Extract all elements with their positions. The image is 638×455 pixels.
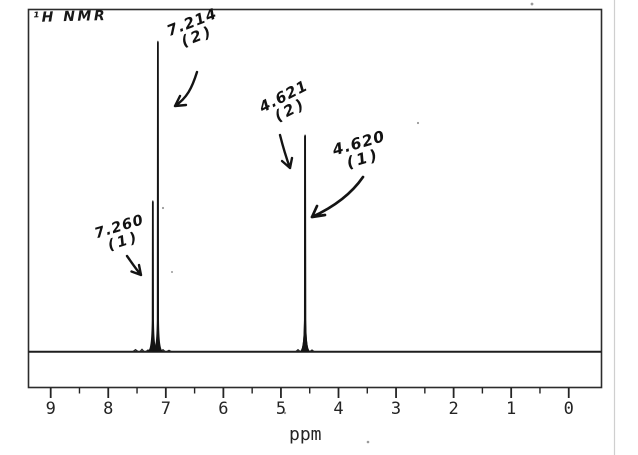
x-axis-tick-label: 6 bbox=[218, 399, 229, 419]
x-axis-unit-label: ppm bbox=[289, 424, 322, 445]
axis-ticks bbox=[49, 387, 570, 398]
spectrum-peak-7.260 bbox=[147, 200, 159, 352]
spectrum-title: ¹H NMR bbox=[32, 8, 108, 26]
x-axis-tick-label: 4 bbox=[333, 399, 344, 419]
arrow-to-peak-4621 bbox=[278, 133, 294, 170]
x-axis-tick-label: 0 bbox=[563, 399, 574, 419]
arrow-to-peak-4620 bbox=[310, 175, 365, 219]
spectrum-peaks bbox=[147, 40, 311, 352]
scan-specks bbox=[161, 2, 534, 444]
arrow-to-peak-7260 bbox=[125, 254, 143, 277]
x-axis-tick-label: 9 bbox=[45, 399, 56, 419]
spectrum-peak-4.620 bbox=[299, 134, 311, 352]
x-axis-tick-label: 2 bbox=[448, 399, 459, 419]
x-axis-tick-label: 7 bbox=[160, 399, 171, 419]
x-axis-tick-label: 8 bbox=[103, 399, 114, 419]
spectrum-peak-7.214 bbox=[152, 40, 164, 352]
arrow-to-peak-7214 bbox=[173, 70, 199, 108]
x-axis-tick-label: 5 bbox=[275, 399, 287, 419]
x-axis-tick-label: 3 bbox=[390, 399, 402, 419]
annotation-arrows bbox=[125, 70, 365, 277]
x-axis-tick-label: 1 bbox=[506, 399, 517, 419]
plot-frame bbox=[27, 8, 603, 389]
